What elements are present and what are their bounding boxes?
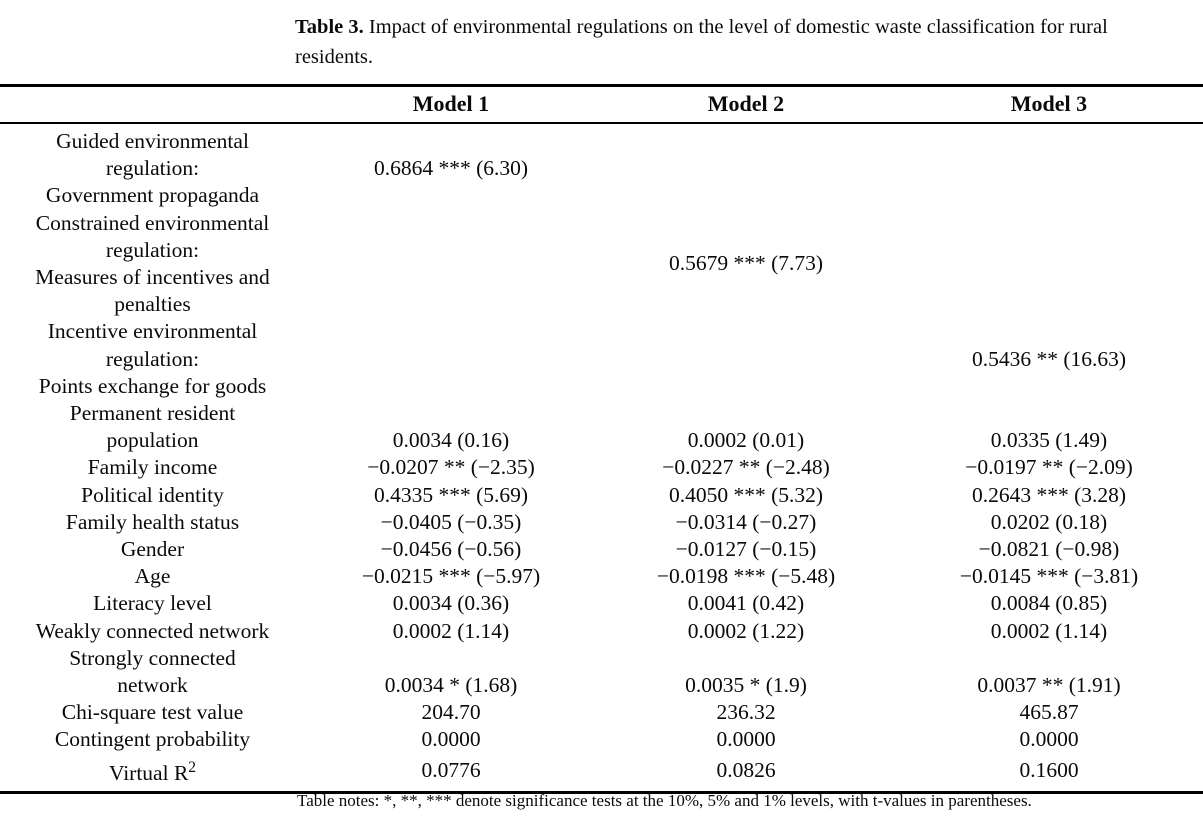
cell-value: 204.70 [421, 700, 481, 725]
regression-table: Model 1 Model 2 Model 3 Guided environme… [0, 84, 1203, 795]
row-label: Chi-square test value [61, 700, 244, 725]
header-model-1: Model 1 [305, 85, 597, 124]
table-caption-text: Impact of environmental regulations on t… [295, 16, 1108, 68]
cell-value: 0.0034 (0.16) [392, 428, 510, 453]
table-row: Contingent probability 0.0000 0.0000 0.0000 [0, 726, 1203, 753]
table-row: Age −0.0215 *** (−5.97) −0.0198 *** (−5.48… [0, 563, 1203, 590]
cell-value [895, 123, 1203, 210]
header-empty [0, 85, 305, 124]
cell-value: 465.87 [1019, 700, 1079, 725]
cell-value: 0.1600 [1019, 757, 1079, 782]
cell-value [597, 123, 895, 210]
cell-value: 0.0035 * (1.9) [685, 673, 807, 698]
table-row: Literacy level 0.0034 (0.36) 0.0041 (0.42)… [0, 590, 1203, 617]
label-superscript: 2 [188, 758, 197, 776]
table-row: Weakly connected network 0.0002 (1.14) 0.0… [0, 618, 1203, 645]
header-model-2: Model 2 [597, 85, 895, 124]
cell-value [305, 210, 597, 319]
row-label: Literacy level [93, 591, 212, 616]
cell-value: −0.0405 (−0.35) [380, 509, 522, 534]
cell-value: 0.0000 [1019, 727, 1079, 752]
cell-value: 0.4335 *** (5.69) [373, 482, 529, 507]
cell-value: 0.0002 (1.22) [687, 618, 805, 643]
table-caption-label: Table 3. [295, 16, 364, 38]
header-row: Model 1 Model 2 Model 3 [0, 85, 1203, 124]
row-label: Family health status [65, 509, 240, 534]
row-label: Constrained environmental regulation: Me… [35, 210, 270, 317]
cell-value: −0.0227 ** (−2.48) [662, 455, 830, 480]
cell-value: −0.0821 (−0.98) [978, 537, 1120, 562]
table-row: Family health status −0.0405 (−0.35) −0.03… [0, 509, 1203, 536]
cell-value: 0.0000 [421, 727, 481, 752]
table-row: Chi-square test value 204.70 236.32 465.87 [0, 699, 1203, 726]
cell-value: 0.0002 (1.14) [990, 618, 1108, 643]
row-label: Weakly connected network [35, 618, 270, 643]
cell-value: 0.0826 [716, 757, 776, 782]
table-row: Political identity 0.4335 *** (5.69) 0.405… [0, 482, 1203, 509]
table-caption: Table 3. Impact of environmental regulat… [295, 12, 1201, 72]
cell-value [305, 318, 597, 400]
cell-value: 0.0202 (0.18) [990, 509, 1108, 534]
cell-value: −0.0314 (−0.27) [675, 509, 817, 534]
row-label: Guided environmental regulation: Governm… [45, 129, 260, 208]
cell-value: 0.0335 (1.49) [990, 428, 1108, 453]
cell-value: 236.32 [716, 700, 776, 725]
row-label: Age [134, 564, 171, 589]
cell-value: 0.6864 *** (6.30) [373, 156, 529, 181]
cell-value: −0.0207 ** (−2.35) [367, 455, 535, 480]
row-label: Strongly connected network [69, 645, 236, 698]
cell-value: 0.0002 (1.14) [392, 618, 510, 643]
cell-value: 0.0776 [421, 757, 481, 782]
cell-value: 0.0041 (0.42) [687, 591, 805, 616]
table-row: Permanent resident population 0.0034 (0.1… [0, 400, 1203, 454]
cell-value [597, 318, 895, 400]
cell-value: −0.0456 (−0.56) [380, 537, 522, 562]
cell-value: 0.0084 (0.85) [990, 591, 1108, 616]
table-row: Gender −0.0456 (−0.56) −0.0127 (−0.15) −0.0… [0, 536, 1203, 563]
table-notes: Table notes: *, **, *** denote significa… [297, 791, 1032, 810]
table-row: Incentive environmental regulation: Poin… [0, 318, 1203, 400]
cell-value: −0.0198 *** (−5.48) [656, 564, 836, 589]
table-row: Virtual R2 0.0776 0.0826 0.1600 [0, 754, 1203, 793]
row-label: Incentive environmental regulation: Poin… [38, 319, 267, 398]
cell-value: 0.5679 *** (7.73) [668, 251, 824, 276]
cell-value: −0.0127 (−0.15) [675, 537, 817, 562]
cell-value: −0.0145 *** (−3.81) [959, 564, 1139, 589]
row-label: Family income [87, 455, 218, 480]
table-row: Guided environmental regulation: Governm… [0, 123, 1203, 210]
cell-value [895, 210, 1203, 319]
row-label: Contingent probability [54, 727, 251, 752]
cell-value: 0.4050 *** (5.32) [668, 482, 824, 507]
cell-value: −0.0197 ** (−2.09) [965, 455, 1133, 480]
row-label: Gender [120, 537, 185, 562]
cell-value: 0.0034 (0.36) [392, 591, 510, 616]
table-row: Family income −0.0207 ** (−2.35) −0.0227 *… [0, 454, 1203, 481]
row-label: Virtual R2 [108, 758, 197, 785]
cell-value: 0.0002 (0.01) [687, 428, 805, 453]
table-row: Strongly connected network 0.0034 * (1.68… [0, 645, 1203, 699]
cell-value: −0.0215 *** (−5.97) [361, 564, 541, 589]
cell-value: 0.0034 * (1.68) [384, 673, 518, 698]
cell-value: 0.5436 ** (16.63) [971, 346, 1127, 371]
table-row: Constrained environmental regulation: Me… [0, 210, 1203, 319]
cell-value: 0.0000 [716, 727, 776, 752]
header-model-3: Model 3 [895, 85, 1203, 124]
row-label: Political identity [81, 482, 224, 507]
cell-value: 0.2643 *** (3.28) [971, 482, 1127, 507]
cell-value: 0.0037 ** (1.91) [977, 673, 1121, 698]
row-label: Permanent resident population [69, 401, 236, 453]
